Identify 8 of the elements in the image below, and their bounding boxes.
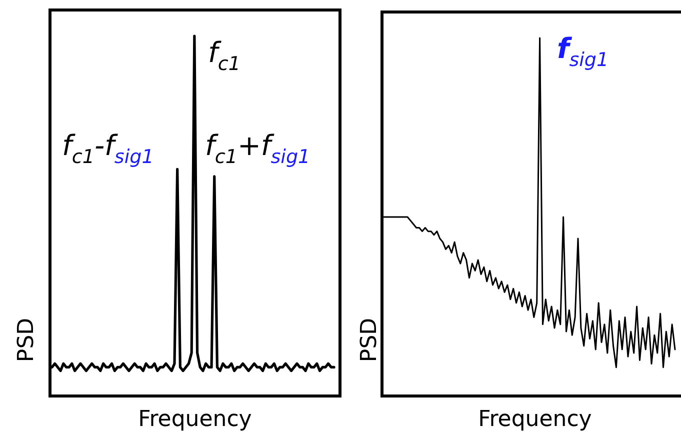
x-axis-title: Frequency	[478, 407, 592, 432]
x-axis-title: Frequency	[138, 407, 252, 432]
y-axis-title: PSD	[357, 318, 382, 362]
annotation: f$_{c1}$-f$_{sig1}$	[62, 129, 154, 168]
y-axis-title: PSD	[14, 318, 39, 362]
annotation: f$_{c1}$	[208, 36, 240, 75]
annotation: f$_{sig1}$	[557, 32, 609, 71]
annotation: f$_{c1}$+f$_{sig1}$	[205, 129, 310, 168]
